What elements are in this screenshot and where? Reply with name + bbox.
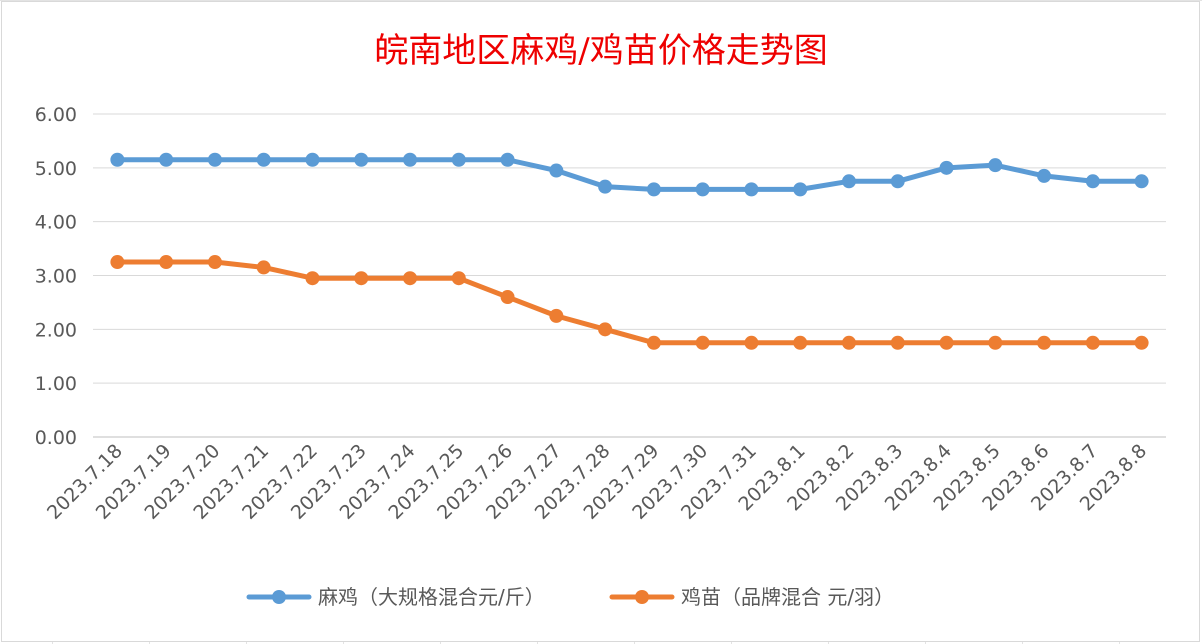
data-point[interactable] <box>793 182 808 197</box>
data-point[interactable] <box>305 152 320 167</box>
data-point[interactable] <box>1037 168 1052 183</box>
data-point[interactable] <box>207 255 222 270</box>
data-point[interactable] <box>256 152 271 167</box>
series-line-1[interactable] <box>114 259 1145 346</box>
data-point[interactable] <box>646 335 661 350</box>
data-point[interactable] <box>354 271 369 286</box>
data-point[interactable] <box>744 335 759 350</box>
data-point[interactable] <box>207 152 222 167</box>
data-point[interactable] <box>500 152 515 167</box>
y-tick-label: 1.00 <box>35 373 77 395</box>
data-point[interactable] <box>1134 174 1149 189</box>
data-point[interactable] <box>549 308 564 323</box>
chart-title: 皖南地区麻鸡/鸡苗价格走势图 <box>374 31 827 71</box>
data-point[interactable] <box>1134 335 1149 350</box>
data-point[interactable] <box>744 182 759 197</box>
data-point[interactable] <box>451 152 466 167</box>
y-tick-label: 6.00 <box>35 104 77 126</box>
data-point[interactable] <box>793 335 808 350</box>
data-point[interactable] <box>305 271 320 286</box>
y-tick-label: 4.00 <box>35 212 77 234</box>
data-point[interactable] <box>159 152 174 167</box>
data-point[interactable] <box>890 174 905 189</box>
data-point[interactable] <box>939 335 954 350</box>
data-point[interactable] <box>988 158 1003 173</box>
data-point[interactable] <box>598 322 613 337</box>
legend-swatch-marker <box>635 590 649 604</box>
data-point[interactable] <box>1085 335 1100 350</box>
y-tick-label: 0.00 <box>35 427 77 449</box>
data-point[interactable] <box>159 255 174 270</box>
data-point[interactable] <box>110 152 125 167</box>
legend-label: 麻鸡（大规格混合元/斤） <box>318 585 545 609</box>
x-axis-ticks: 2023.7.182023.7.192023.7.202023.7.212023… <box>43 440 1151 524</box>
data-point[interactable] <box>695 335 710 350</box>
data-point[interactable] <box>988 335 1003 350</box>
data-point[interactable] <box>354 152 369 167</box>
data-point[interactable] <box>110 255 125 270</box>
gridlines <box>93 113 1166 438</box>
series-layer <box>110 152 1149 350</box>
legend[interactable]: 麻鸡（大规格混合元/斤） 鸡苗（品牌混合 元/羽） <box>246 585 894 609</box>
data-point[interactable] <box>1037 335 1052 350</box>
y-tick-label: 5.00 <box>35 158 77 180</box>
data-point[interactable] <box>403 152 418 167</box>
y-tick-label: 3.00 <box>35 266 77 288</box>
series-line-0[interactable] <box>114 157 1145 192</box>
data-point[interactable] <box>646 182 661 197</box>
data-point[interactable] <box>256 260 271 275</box>
data-point[interactable] <box>841 335 856 350</box>
y-tick-label: 2.00 <box>35 319 77 341</box>
data-point[interactable] <box>549 163 564 178</box>
legend-swatch-marker <box>272 590 286 604</box>
data-point[interactable] <box>500 290 515 305</box>
data-point[interactable] <box>403 271 418 286</box>
data-point[interactable] <box>1085 174 1100 189</box>
data-point[interactable] <box>890 335 905 350</box>
data-point[interactable] <box>939 160 954 175</box>
data-point[interactable] <box>451 271 466 286</box>
data-point[interactable] <box>598 179 613 194</box>
data-point[interactable] <box>841 174 856 189</box>
data-point[interactable] <box>695 182 710 197</box>
legend-label: 鸡苗（品牌混合 元/羽） <box>681 585 894 609</box>
y-axis-ticks: 0.00 1.00 2.00 3.00 4.00 5.00 6.00 <box>35 104 77 449</box>
